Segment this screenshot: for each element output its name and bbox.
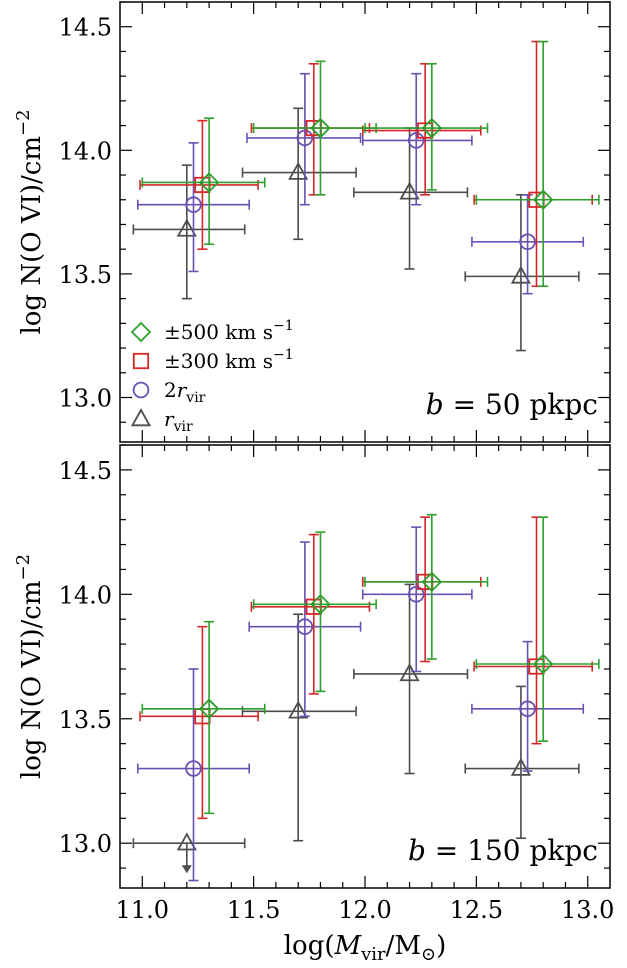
y-tick-label: 13.5 bbox=[59, 706, 112, 734]
data-point-r2vir bbox=[296, 618, 314, 635]
annotation-part: b bbox=[408, 834, 426, 867]
data-point-r2vir bbox=[185, 196, 202, 213]
panel-bottom: 13.0 13.5 14.0 14.5 11.0 11.5 12.0 12.5 13.0 log(… bbox=[13, 444, 614, 965]
data-point-r2vir bbox=[407, 586, 425, 603]
series-rvir bbox=[132, 107, 580, 352]
panel-top: 13.0 13.5 14.0 14.5 log N(O VI)/cm−2 ±500 km … bbox=[13, 1, 611, 443]
legend-label-r500: ±500 km s−1 bbox=[164, 318, 294, 344]
legend-label-part: −1 bbox=[273, 318, 294, 334]
y-axis-label-part: log N(O VI)/cm bbox=[17, 581, 47, 780]
y-tick-label: 13.0 bbox=[59, 385, 112, 413]
data-point-rvir bbox=[399, 181, 420, 200]
data-point-r2vir bbox=[407, 132, 425, 149]
legend-marker-rvir bbox=[130, 408, 152, 427]
data-point-r2vir bbox=[519, 233, 536, 251]
series-r300 bbox=[139, 516, 593, 820]
y-axis-label-part: −2 bbox=[13, 554, 34, 581]
y-axis-label: log N(O VI)/cm−2 bbox=[13, 554, 47, 779]
data-point-rvir bbox=[176, 832, 197, 851]
y-tick-label: 13.5 bbox=[59, 261, 112, 289]
x-axis-label-part: vir bbox=[360, 944, 386, 965]
panel-annotation: b = 50 pkpc bbox=[426, 388, 598, 421]
data-point-r500 bbox=[532, 189, 554, 211]
series-rvir bbox=[132, 583, 580, 874]
x-tick-label: 11.0 bbox=[116, 896, 169, 924]
legend-label-part: ±300 km s bbox=[164, 349, 273, 373]
x-axis-label-part: ⊙ bbox=[421, 944, 436, 965]
x-tick-label: 11.5 bbox=[227, 896, 280, 924]
legend-label-r2vir: 2rvir bbox=[164, 378, 206, 406]
data-point-rvir bbox=[399, 663, 420, 682]
series-r500 bbox=[141, 513, 600, 815]
data-point-rvir bbox=[288, 161, 309, 180]
x-tick-label: 13.0 bbox=[561, 896, 614, 924]
x-axis-label-part: /M bbox=[386, 931, 421, 961]
x-tick-label: 12.5 bbox=[450, 896, 503, 924]
data-point-rvir bbox=[176, 218, 197, 237]
data-point-r500 bbox=[421, 571, 443, 593]
legend-label-part: vir bbox=[173, 419, 193, 435]
y-tick-label: 14.5 bbox=[59, 457, 112, 485]
data-point-rvir bbox=[288, 700, 309, 719]
data-point-r2vir bbox=[185, 760, 202, 777]
y-tick-label: 14.0 bbox=[59, 581, 112, 609]
legend-marker-r300 bbox=[132, 352, 150, 370]
data-point-r2vir bbox=[296, 129, 314, 147]
data-point-r500 bbox=[421, 117, 443, 139]
data-point-r2vir bbox=[519, 700, 536, 718]
x-axis-label: log(Mvir/M⊙) bbox=[284, 931, 447, 965]
legend-marker-r500 bbox=[130, 321, 152, 343]
legend-marker-r2vir bbox=[132, 381, 150, 399]
legend-label-r300: ±300 km s−1 bbox=[164, 347, 294, 373]
x-axis-label-part: log( bbox=[284, 931, 335, 961]
y-axis-label-part: log N(O VI)/cm bbox=[17, 136, 47, 335]
x-axis-label-part: ) bbox=[436, 931, 446, 961]
legend-label-part: r bbox=[177, 378, 188, 402]
annotation-part: = 150 pkpc bbox=[426, 834, 598, 867]
data-point-r500 bbox=[198, 172, 220, 193]
x-axis-label-part: M bbox=[333, 931, 362, 961]
series-r500 bbox=[141, 40, 600, 288]
data-point-r500 bbox=[310, 594, 331, 615]
legend-label-rvir: rvir bbox=[164, 407, 193, 435]
legend-label-part: r bbox=[164, 407, 175, 431]
data-point-r500 bbox=[198, 698, 220, 720]
annotation-part: b bbox=[426, 388, 444, 421]
legend-label-part: 2 bbox=[164, 378, 177, 402]
legend-label-part: ±500 km s bbox=[164, 320, 273, 344]
legend-label-part: −1 bbox=[273, 347, 294, 363]
series-r2vir bbox=[137, 526, 585, 882]
legend-label-part: vir bbox=[185, 390, 205, 406]
data-point-rvir bbox=[510, 265, 531, 284]
upper-limit-arrowhead bbox=[181, 865, 192, 874]
data-point-r500 bbox=[310, 117, 331, 139]
annotation-part: = 50 pkpc bbox=[444, 388, 598, 421]
y-axis-label: log N(O VI)/cm−2 bbox=[13, 109, 47, 334]
y-tick-label: 14.0 bbox=[59, 137, 112, 165]
panel-annotation: b = 150 pkpc bbox=[408, 834, 598, 867]
data-point-r500 bbox=[532, 653, 554, 675]
x-tick-label: 12.0 bbox=[338, 896, 391, 924]
series-r2vir bbox=[137, 72, 585, 295]
y-tick-label: 13.0 bbox=[59, 830, 112, 858]
y-tick-label: 14.5 bbox=[59, 14, 112, 42]
data-point-rvir bbox=[510, 757, 531, 776]
series-r300 bbox=[139, 40, 593, 288]
y-axis-label-part: −2 bbox=[13, 109, 34, 136]
